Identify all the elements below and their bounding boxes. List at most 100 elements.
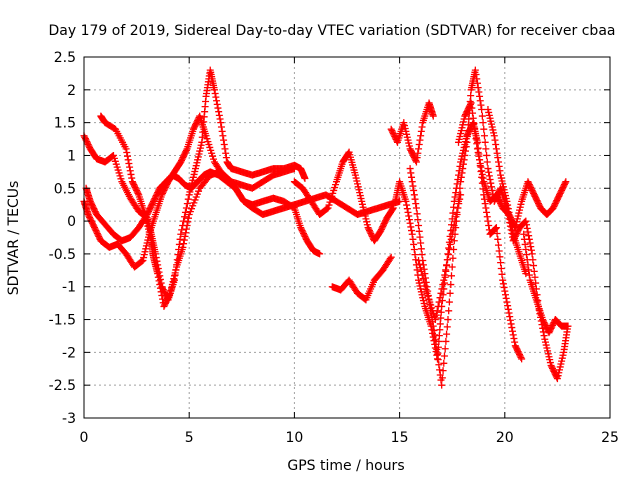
data-point (408, 178, 416, 186)
data-point (439, 281, 447, 289)
data-point (456, 184, 464, 192)
data-point (405, 216, 413, 224)
y-tick-label: -2.5 (49, 378, 76, 394)
data-point (480, 132, 488, 140)
data-point (183, 200, 191, 208)
data-point (418, 123, 426, 131)
data-point (221, 145, 229, 153)
data-point (447, 272, 455, 280)
data-point (562, 178, 570, 186)
data-point (473, 140, 481, 148)
data-point (154, 273, 162, 281)
data-point (504, 205, 512, 213)
data-point (476, 159, 484, 167)
data-point (530, 267, 538, 275)
data-point (415, 145, 423, 153)
data-point (406, 165, 414, 173)
data-point (468, 104, 476, 112)
data-point (421, 282, 429, 290)
data-point (476, 156, 484, 164)
data-point (430, 326, 438, 334)
data-point (521, 240, 529, 248)
data-point (438, 374, 446, 382)
series-track-9 (387, 99, 437, 166)
data-point (531, 273, 539, 281)
data-point (525, 232, 533, 240)
data-point (476, 92, 484, 100)
data-point (502, 291, 510, 299)
data-point (508, 223, 516, 231)
data-point (403, 201, 411, 209)
data-point (430, 337, 438, 345)
data-point (449, 254, 457, 262)
data-point (462, 143, 470, 151)
data-point (450, 221, 458, 229)
data-point (433, 307, 441, 315)
data-point (506, 313, 514, 321)
x-tick-label: 25 (601, 430, 619, 446)
data-point (212, 93, 220, 101)
y-tick-label: 1.5 (54, 116, 76, 132)
data-point (417, 132, 425, 140)
data-point (495, 247, 503, 255)
data-point (182, 229, 190, 237)
x-tick-label: 0 (80, 430, 89, 446)
data-point (498, 270, 506, 278)
data-point (494, 158, 502, 166)
data-point (134, 189, 142, 197)
data-point (344, 149, 352, 157)
data-point (211, 89, 219, 97)
y-tick-label: -1.5 (49, 313, 76, 329)
data-point (432, 340, 440, 348)
data-point (417, 267, 425, 275)
data-point (410, 191, 418, 199)
data-point (409, 235, 417, 243)
data-point (444, 251, 452, 259)
chart-title: Day 179 of 2019, Sidereal Day-to-day VTE… (49, 23, 616, 39)
data-point (492, 141, 500, 149)
data-point (176, 235, 184, 243)
data-point (473, 79, 481, 87)
data-point (410, 246, 418, 254)
data-point (411, 195, 419, 203)
data-point (539, 328, 547, 336)
grid (84, 57, 610, 418)
data-point (524, 228, 532, 236)
data-point (496, 167, 504, 175)
data-point (540, 332, 548, 340)
data-point (407, 169, 415, 177)
data-point (184, 195, 192, 203)
data-point (509, 227, 517, 235)
y-tick-label: 1 (67, 148, 76, 164)
series-track-10 (455, 99, 570, 232)
data-point (184, 214, 192, 222)
data-point (501, 287, 509, 295)
data-point (499, 276, 507, 284)
data-point (473, 75, 481, 83)
data-point (415, 227, 423, 235)
data-point (437, 308, 445, 316)
data-point (485, 172, 493, 180)
data-point (182, 204, 190, 212)
data-point (467, 99, 475, 107)
data-point (476, 97, 484, 105)
data-point (500, 283, 508, 291)
data-point (435, 298, 443, 306)
data-point (178, 226, 186, 234)
data-point (457, 191, 465, 199)
data-point (478, 170, 486, 178)
data-point (407, 223, 415, 231)
data-point (431, 344, 439, 352)
data-point (445, 298, 453, 306)
data-point (463, 138, 471, 146)
data-point (457, 178, 465, 186)
data-point (389, 205, 397, 213)
y-tick-label: -2 (62, 345, 76, 361)
data-point (482, 204, 490, 212)
data-point (451, 193, 459, 201)
data-point (181, 213, 189, 221)
data-point (180, 240, 188, 248)
data-point (459, 165, 467, 173)
x-tick-label: 10 (285, 430, 303, 446)
